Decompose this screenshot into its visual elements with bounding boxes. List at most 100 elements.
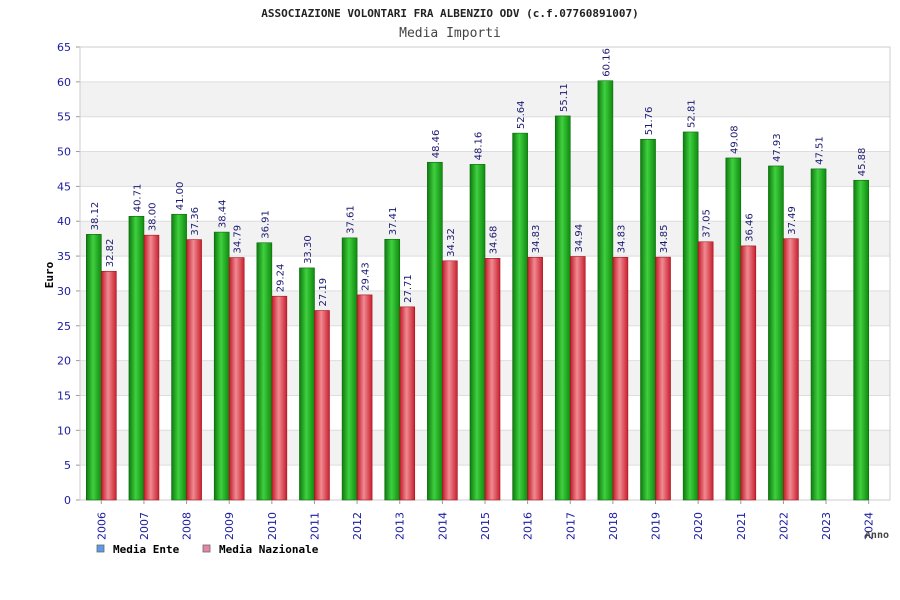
x-tick-label: 2012 <box>351 512 364 540</box>
bar-media-nazionale <box>271 295 288 501</box>
data-label-media-nazionale: 37.49 <box>787 206 798 235</box>
data-label-media-ente: 37.41 <box>388 207 399 236</box>
data-label-media-nazionale: 38.00 <box>147 203 158 232</box>
x-tick-label: 2014 <box>436 512 449 540</box>
y-tick-label: 35 <box>57 250 71 263</box>
y-tick-label: 25 <box>57 320 71 333</box>
x-tick-label: 2013 <box>394 512 407 540</box>
bar-media-ente <box>427 161 443 501</box>
chart-title: ASSOCIAZIONE VOLONTARI FRA ALBENZIO ODV … <box>261 7 639 20</box>
data-label-media-nazionale: 36.46 <box>744 213 755 242</box>
bar-media-ente <box>384 238 401 501</box>
y-tick-label: 65 <box>57 41 71 54</box>
bar-media-ente <box>341 237 358 501</box>
bar-media-ente <box>597 80 614 501</box>
bar-media-nazionale <box>228 257 245 501</box>
x-axis-label: Anno <box>865 530 889 541</box>
bar-media-ente <box>768 165 784 501</box>
data-label-media-ente: 60.16 <box>601 48 612 77</box>
x-tick-label: 2009 <box>223 512 236 540</box>
bar-media-nazionale <box>356 294 373 501</box>
bar-media-nazionale <box>569 256 586 501</box>
x-axis: 2006 2007 2008 2009 2010 2011 2012 2013 2014 2015… <box>95 500 876 540</box>
data-label-media-ente: 51.76 <box>644 107 655 136</box>
data-label-media-ente: 45.88 <box>857 148 868 177</box>
y-tick-label: 5 <box>64 459 71 472</box>
data-label-media-nazionale: 34.94 <box>574 224 585 253</box>
data-label-media-nazionale: 37.36 <box>190 207 201 236</box>
data-label-media-nazionale: 34.79 <box>233 225 244 254</box>
bar-media-ente <box>128 215 145 501</box>
data-label-media-nazionale: 34.85 <box>659 224 670 253</box>
bar-media-ente <box>86 234 102 501</box>
bar-media-nazionale <box>527 256 543 501</box>
grid-band <box>80 81 890 117</box>
x-tick-label: 2024 <box>863 512 876 540</box>
x-tick-label: 2006 <box>95 512 108 540</box>
bar-media-ente <box>853 179 869 501</box>
x-tick-label: 2016 <box>522 512 535 540</box>
data-label-media-nazionale: 27.71 <box>403 274 414 303</box>
bar-media-nazionale <box>101 270 117 501</box>
bar-media-nazionale <box>612 256 629 501</box>
y-tick-label: 15 <box>57 389 71 402</box>
x-tick-label: 2023 <box>820 512 833 540</box>
x-tick-label: 2011 <box>308 512 321 540</box>
x-tick-label: 2008 <box>181 512 194 540</box>
data-label-media-nazionale: 32.82 <box>105 239 116 268</box>
data-label-media-ente: 37.61 <box>346 205 357 234</box>
bar-media-ente <box>640 138 656 501</box>
x-tick-label: 2020 <box>692 512 705 540</box>
x-tick-label: 2017 <box>564 512 577 540</box>
bar-media-ente <box>512 132 528 501</box>
bar-media-nazionale <box>740 245 757 501</box>
y-axis-label: Euro <box>43 261 56 288</box>
legend-label-media-nazionale: Media Nazionale <box>219 543 319 556</box>
x-tick-label: 2022 <box>777 512 790 540</box>
x-tick-label: 2007 <box>138 512 151 540</box>
data-label-media-ente: 49.08 <box>729 125 740 154</box>
x-tick-label: 2019 <box>650 512 663 540</box>
bar-media-nazionale <box>783 238 799 501</box>
data-label-media-ente: 47.51 <box>815 136 826 165</box>
data-label-media-ente: 38.12 <box>90 202 101 231</box>
data-label-media-ente: 52.64 <box>516 100 527 129</box>
bar-media-nazionale <box>186 239 202 501</box>
bar-media-ente <box>469 164 486 501</box>
bar-media-ente <box>171 213 187 501</box>
bar-media-ente <box>256 242 273 501</box>
data-label-media-ente: 38.44 <box>218 199 229 228</box>
bar-media-ente <box>299 267 315 501</box>
data-label-media-nazionale: 27.19 <box>318 278 329 307</box>
data-label-media-ente: 47.93 <box>772 133 783 162</box>
x-tick-label: 2015 <box>479 512 492 540</box>
y-tick-label: 50 <box>57 146 71 159</box>
y-tick-label: 45 <box>57 180 71 193</box>
legend-swatch-media-nazionale <box>202 544 211 553</box>
chart-subtitle: Media Importi <box>399 26 501 41</box>
bar-media-nazionale <box>484 258 501 501</box>
y-tick-label: 55 <box>57 111 71 124</box>
legend-label-media-ente: Media Ente <box>113 543 180 556</box>
data-label-media-nazionale: 29.43 <box>361 262 372 291</box>
bar-media-ente <box>682 131 699 501</box>
bar-media-ente <box>213 231 230 501</box>
data-label-media-ente: 41.00 <box>175 182 186 211</box>
legend: Media Ente Media Nazionale <box>96 543 319 556</box>
y-tick-label: 30 <box>57 285 71 298</box>
data-label-media-nazionale: 34.68 <box>489 226 500 255</box>
bar-media-ente <box>810 168 827 501</box>
bar-media-nazionale <box>399 306 416 501</box>
data-label-media-ente: 48.16 <box>474 132 485 161</box>
bar-media-nazionale <box>314 310 330 501</box>
data-label-media-ente: 55.11 <box>559 83 570 112</box>
bar-media-ente <box>554 115 571 501</box>
y-tick-label: 0 <box>64 494 71 507</box>
data-label-media-ente: 40.71 <box>132 184 143 213</box>
data-label-media-ente: 52.81 <box>687 99 698 128</box>
bar-media-ente <box>725 157 742 501</box>
y-axis: 0 5 10 15 20 25 30 35 40 45 50 55 60 65 <box>57 41 71 507</box>
bars: 38.12 32.82 40.71 38.00 41.00 37.36 38.44 34.79… <box>86 48 869 501</box>
data-label-media-nazionale: 29.24 <box>275 264 286 293</box>
